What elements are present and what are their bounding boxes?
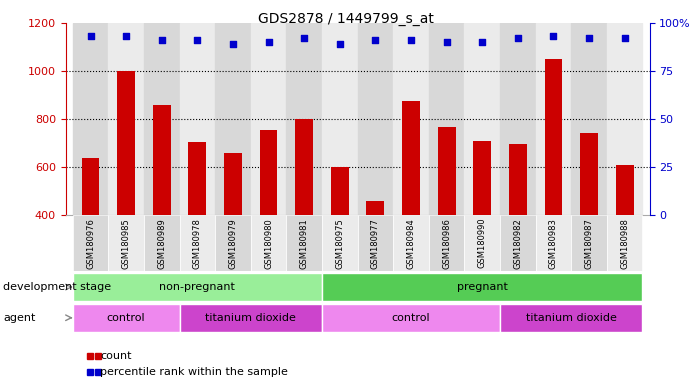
- Bar: [180, 304, 322, 331]
- Text: GSM180989: GSM180989: [158, 218, 167, 268]
- Text: GSM180986: GSM180986: [442, 218, 451, 269]
- Text: GSM180975: GSM180975: [335, 218, 344, 268]
- Bar: [366, 201, 384, 215]
- Bar: [500, 23, 536, 215]
- Bar: [73, 273, 322, 301]
- Point: [85, 33, 96, 40]
- Bar: [607, 23, 643, 215]
- Text: pregnant: pregnant: [457, 282, 508, 292]
- Bar: [322, 304, 500, 331]
- Bar: [322, 215, 358, 271]
- Bar: [437, 127, 455, 215]
- Point: [121, 33, 132, 40]
- Text: development stage: development stage: [3, 282, 111, 292]
- Bar: [536, 215, 571, 271]
- Bar: [189, 142, 207, 215]
- Bar: [393, 215, 429, 271]
- Bar: [571, 215, 607, 271]
- Point: [192, 37, 203, 43]
- Text: agent: agent: [3, 313, 36, 323]
- Point: [583, 35, 594, 41]
- Text: control: control: [392, 313, 430, 323]
- Point: [227, 41, 238, 47]
- Text: GDS2878 / 1449799_s_at: GDS2878 / 1449799_s_at: [258, 12, 433, 25]
- Bar: [180, 23, 215, 215]
- Bar: [429, 23, 464, 215]
- Point: [156, 37, 167, 43]
- Bar: [82, 158, 100, 215]
- Text: GSM180982: GSM180982: [513, 218, 522, 268]
- Bar: [224, 153, 242, 215]
- Text: GSM180987: GSM180987: [585, 218, 594, 269]
- Point: [263, 39, 274, 45]
- Bar: [322, 23, 358, 215]
- Bar: [286, 23, 322, 215]
- Text: GSM180988: GSM180988: [620, 218, 629, 269]
- Bar: [358, 215, 393, 271]
- Text: GSM180985: GSM180985: [122, 218, 131, 268]
- Point: [512, 35, 523, 41]
- Point: [441, 39, 452, 45]
- Bar: [393, 23, 429, 215]
- Bar: [545, 59, 562, 215]
- Bar: [500, 215, 536, 271]
- Bar: [260, 130, 278, 215]
- Text: GSM180984: GSM180984: [406, 218, 415, 268]
- Bar: [117, 71, 135, 215]
- Text: GSM180979: GSM180979: [229, 218, 238, 268]
- Bar: [616, 165, 634, 215]
- Point: [477, 39, 488, 45]
- Point: [406, 37, 417, 43]
- Point: [299, 35, 310, 41]
- Text: GSM180990: GSM180990: [477, 218, 486, 268]
- Bar: [500, 304, 643, 331]
- Text: titanium dioxide: titanium dioxide: [526, 313, 616, 323]
- Text: GSM180980: GSM180980: [264, 218, 273, 268]
- Text: percentile rank within the sample: percentile rank within the sample: [100, 367, 288, 377]
- Bar: [108, 215, 144, 271]
- Bar: [73, 304, 180, 331]
- Bar: [473, 141, 491, 215]
- Point: [334, 41, 346, 47]
- Point: [370, 37, 381, 43]
- Text: titanium dioxide: titanium dioxide: [205, 313, 296, 323]
- Bar: [402, 101, 420, 215]
- Text: GSM180983: GSM180983: [549, 218, 558, 269]
- Bar: [251, 23, 286, 215]
- Bar: [464, 23, 500, 215]
- Text: control: control: [107, 313, 146, 323]
- Text: count: count: [100, 351, 132, 361]
- Bar: [144, 23, 180, 215]
- Bar: [536, 23, 571, 215]
- Bar: [73, 215, 108, 271]
- Bar: [580, 134, 598, 215]
- Text: non-pregnant: non-pregnant: [160, 282, 236, 292]
- Bar: [108, 23, 144, 215]
- Bar: [153, 105, 171, 215]
- Bar: [251, 215, 286, 271]
- Point: [619, 35, 630, 41]
- Text: GSM180977: GSM180977: [371, 218, 380, 269]
- Text: GSM180981: GSM180981: [300, 218, 309, 268]
- Bar: [295, 119, 313, 215]
- Bar: [73, 23, 108, 215]
- Bar: [322, 273, 643, 301]
- Bar: [509, 144, 527, 215]
- Bar: [429, 215, 464, 271]
- Bar: [331, 167, 349, 215]
- Text: GSM180978: GSM180978: [193, 218, 202, 269]
- Bar: [464, 215, 500, 271]
- Bar: [144, 215, 180, 271]
- Bar: [180, 215, 215, 271]
- Point: [548, 33, 559, 40]
- Bar: [286, 215, 322, 271]
- Text: GSM180976: GSM180976: [86, 218, 95, 269]
- Bar: [358, 23, 393, 215]
- Bar: [571, 23, 607, 215]
- Bar: [607, 215, 643, 271]
- Bar: [215, 215, 251, 271]
- Bar: [215, 23, 251, 215]
